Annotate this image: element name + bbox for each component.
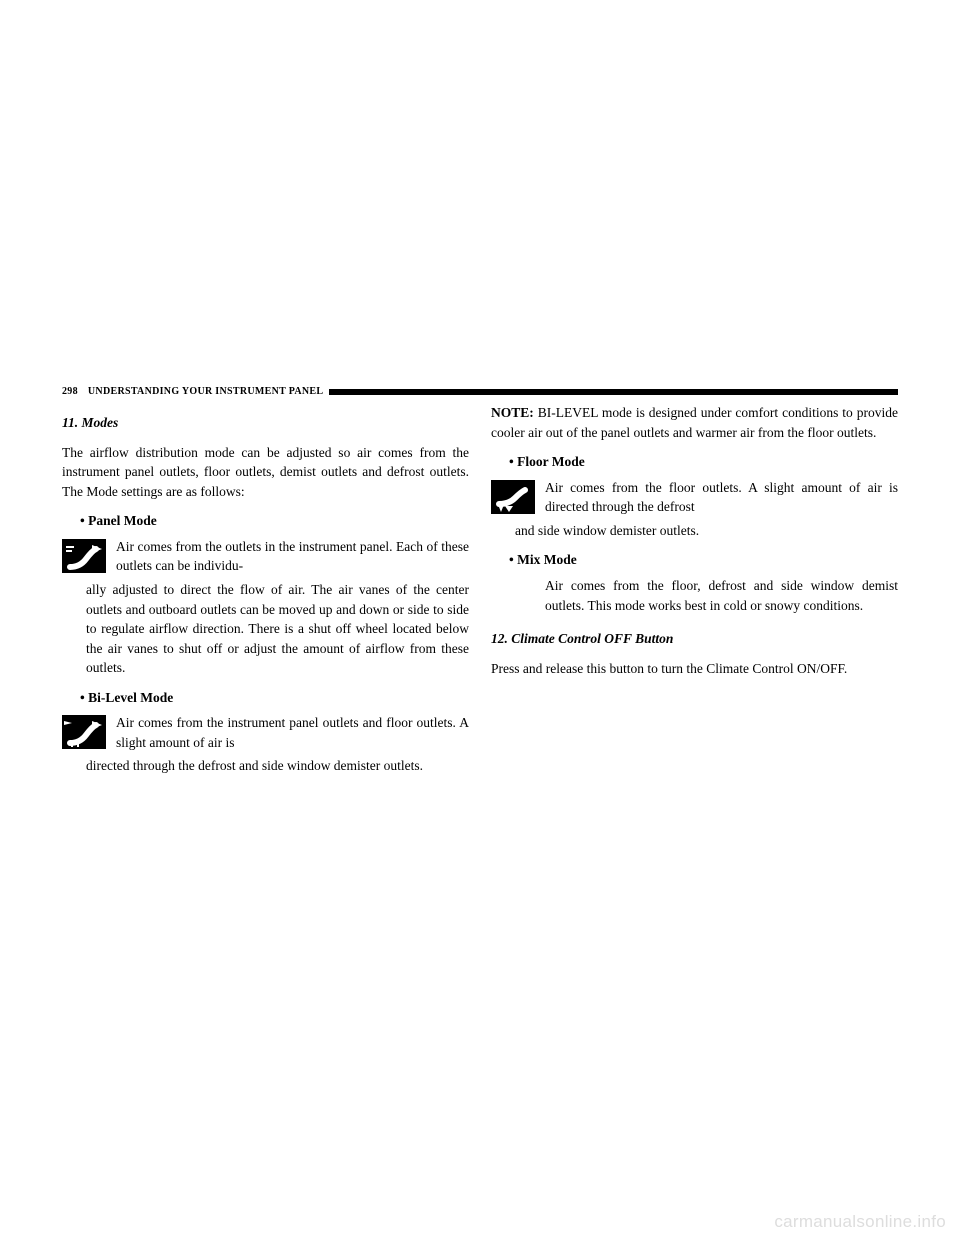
floor-mode-text-cont: and side window demister outlets. <box>491 521 898 541</box>
floor-mode-block: Air comes from the floor outlets. A slig… <box>491 478 898 517</box>
page-number: 298 <box>62 386 78 397</box>
manual-page: 298 UNDERSTANDING YOUR INSTRUMENT PANEL … <box>62 386 898 786</box>
modes-intro: The airflow distribution mode can be adj… <box>62 443 469 502</box>
mix-mode-text: Air comes from the floor, defrost and si… <box>545 576 898 615</box>
floor-mode-icon <box>491 480 535 514</box>
panel-mode-text-start: Air comes from the outlets in the instru… <box>116 537 469 576</box>
note-paragraph: NOTE: BI-LEVEL mode is designed under co… <box>491 403 898 442</box>
floor-mode-item: • Floor Mode <box>491 452 898 472</box>
mix-mode-block: Air comes from the floor, defrost and si… <box>491 576 898 615</box>
content-columns: 11. Modes The airflow distribution mode … <box>62 403 898 786</box>
right-column: NOTE: BI-LEVEL mode is designed under co… <box>491 403 898 786</box>
bilevel-mode-block: Air comes from the instrument panel outl… <box>62 713 469 752</box>
mix-mode-label: • Mix Mode <box>491 550 898 570</box>
bilevel-mode-text-start: Air comes from the instrument panel outl… <box>116 713 469 752</box>
floor-mode-label: • Floor Mode <box>491 452 898 472</box>
section-title-off: 12. Climate Control OFF Button <box>491 629 898 649</box>
left-column: 11. Modes The airflow distribution mode … <box>62 403 469 786</box>
bilevel-mode-label: • Bi-Level Mode <box>62 688 469 708</box>
mix-mode-item: • Mix Mode <box>491 550 898 570</box>
note-body: BI-LEVEL mode is designed under comfort … <box>491 405 898 440</box>
bilevel-mode-icon <box>62 715 106 749</box>
section-heading: UNDERSTANDING YOUR INSTRUMENT PANEL <box>88 386 323 397</box>
section-title-modes: 11. Modes <box>62 413 469 433</box>
panel-mode-item: • Panel Mode <box>62 511 469 531</box>
header-rule <box>329 389 898 395</box>
panel-mode-block: Air comes from the outlets in the instru… <box>62 537 469 576</box>
bilevel-mode-item: • Bi-Level Mode <box>62 688 469 708</box>
panel-mode-text-cont: ally adjusted to direct the flow of air.… <box>62 580 469 678</box>
watermark: carmanualsonline.info <box>774 1212 946 1232</box>
page-header: 298 UNDERSTANDING YOUR INSTRUMENT PANEL <box>62 386 898 397</box>
off-button-body: Press and release this button to turn th… <box>491 659 898 679</box>
floor-mode-text-start: Air comes from the floor outlets. A slig… <box>545 478 898 517</box>
bilevel-mode-text-cont: directed through the defrost and side wi… <box>62 756 469 776</box>
panel-mode-label: • Panel Mode <box>62 511 469 531</box>
note-label: NOTE: <box>491 405 534 420</box>
panel-mode-icon <box>62 539 106 573</box>
